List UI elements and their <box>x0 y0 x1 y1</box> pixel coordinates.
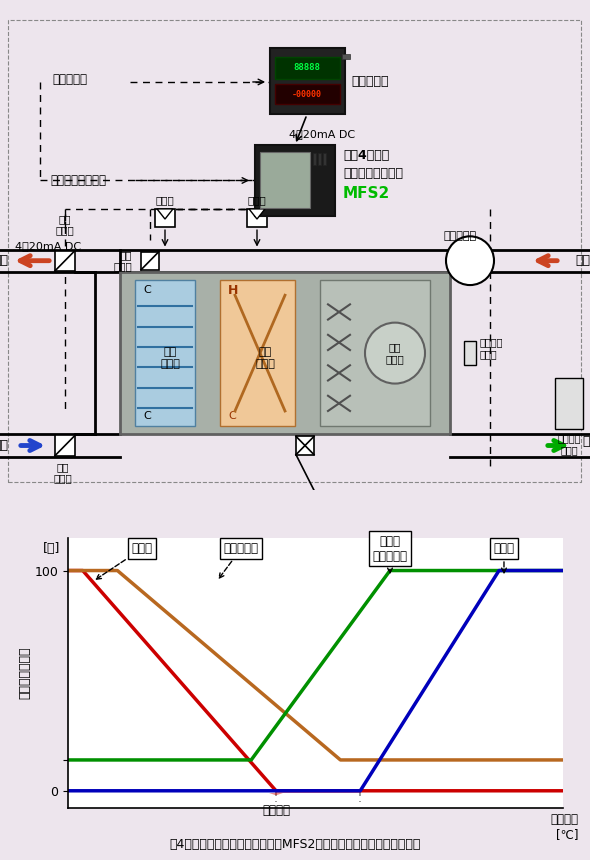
Text: 4～20mA DC: 4～20mA DC <box>289 129 355 138</box>
Text: 外気: 外気 <box>0 439 8 452</box>
Bar <box>255 145 335 216</box>
Text: 加熱
コイル: 加熱 コイル <box>255 347 275 369</box>
Text: 給気: 給気 <box>582 435 590 448</box>
Text: 排気
ダンパ: 排気 ダンパ <box>55 213 74 236</box>
Bar <box>270 48 345 114</box>
Text: 88888: 88888 <box>294 64 320 72</box>
Text: MFS2: MFS2 <box>343 186 390 201</box>
Text: 還気ダンパ: 還気ダンパ <box>219 542 259 578</box>
Text: 給気温度
センサ: 給気温度 センサ <box>480 337 503 359</box>
Text: 還気
ダンパ: 還気 ダンパ <box>113 250 132 272</box>
Text: -00000: -00000 <box>292 89 322 99</box>
Text: 絶獨4出力形: 絶獨4出力形 <box>343 149 389 162</box>
Bar <box>318 153 321 165</box>
Text: 外気・
排気ダンパ: 外気・ 排気ダンパ <box>372 535 408 573</box>
Text: 給気
ファン: 給気 ファン <box>386 342 404 364</box>
Bar <box>464 341 476 366</box>
Circle shape <box>446 237 494 285</box>
Bar <box>296 436 314 455</box>
Text: C: C <box>228 411 236 421</box>
Text: 冷却弁: 冷却弁 <box>493 542 514 573</box>
Text: 婤内温度
センサ: 婤内温度 センサ <box>557 433 581 455</box>
Bar <box>313 153 316 165</box>
Bar <box>120 272 450 434</box>
Bar <box>135 280 195 427</box>
Bar <box>342 53 350 58</box>
Bar <box>275 84 340 104</box>
Bar <box>247 209 267 227</box>
Text: 4～20mA DC: 4～20mA DC <box>15 242 81 251</box>
Text: 温度設定: 温度設定 <box>262 804 290 817</box>
Polygon shape <box>157 209 173 219</box>
Text: 外気
ダンパ: 外気 ダンパ <box>54 462 73 483</box>
Text: H: H <box>228 284 238 297</box>
Text: 温度調節器: 温度調節器 <box>351 76 388 89</box>
Bar <box>323 153 326 165</box>
Bar <box>55 435 75 456</box>
Bar <box>260 152 310 208</box>
Circle shape <box>365 322 425 384</box>
Y-axis label: 弁・ダンパ開度: 弁・ダンパ開度 <box>18 647 31 699</box>
Text: 围4　スプリット演算器（形式：MFS2）の空調機温度制御への使用例: 围4 スプリット演算器（形式：MFS2）の空調機温度制御への使用例 <box>169 838 421 851</box>
Bar <box>155 209 175 227</box>
Text: 温度設定値: 温度設定値 <box>52 73 87 86</box>
Bar <box>220 280 295 427</box>
Text: 婤内温度
[℃]: 婤内温度 [℃] <box>550 813 578 841</box>
Text: 加熱弁: 加熱弁 <box>96 542 153 579</box>
Bar <box>320 280 430 427</box>
Polygon shape <box>249 209 265 219</box>
Text: 外気冷房判断信号: 外気冷房判断信号 <box>50 174 106 187</box>
Text: 排気ファン: 排気ファン <box>444 231 477 242</box>
Text: 冷却
コイル: 冷却 コイル <box>160 347 180 369</box>
Text: C: C <box>143 411 151 421</box>
Text: 冷却弁: 冷却弁 <box>156 195 175 205</box>
Text: C: C <box>143 286 151 295</box>
Text: [％]: [％] <box>43 542 60 555</box>
Text: 加熱弁: 加熱弁 <box>248 195 266 205</box>
Bar <box>555 378 583 429</box>
Text: スプリット演算器: スプリット演算器 <box>343 167 403 180</box>
Text: 排気: 排気 <box>0 255 8 267</box>
Bar <box>141 251 159 270</box>
Bar <box>275 57 340 79</box>
Text: 排気: 排気 <box>575 255 590 267</box>
Bar <box>55 250 75 271</box>
